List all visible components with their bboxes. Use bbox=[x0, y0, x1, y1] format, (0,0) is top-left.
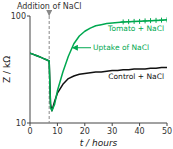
x-axis-line bbox=[30, 123, 167, 124]
x-tick bbox=[57, 123, 58, 126]
x-axis-label: t / hours bbox=[80, 138, 118, 148]
y-tick bbox=[27, 123, 30, 124]
annotation-arrow bbox=[72, 47, 91, 48]
x-tick bbox=[139, 123, 140, 126]
y-tick bbox=[27, 16, 30, 17]
x-tick bbox=[84, 123, 85, 126]
x-tick bbox=[112, 123, 113, 126]
plot-area bbox=[30, 16, 167, 123]
scatter-point bbox=[154, 18, 159, 23]
x-tick-label: 40 bbox=[135, 127, 145, 136]
y-tick-label: 10 bbox=[16, 119, 26, 128]
scatter-point bbox=[143, 18, 148, 23]
series-label: Tomato + NaCl bbox=[107, 24, 164, 33]
series-label: Control + NaCl bbox=[108, 72, 164, 81]
annotation: Uptake of NaCl bbox=[93, 43, 149, 52]
x-tick-label: 50 bbox=[162, 127, 172, 136]
chart: 0102030405010100t / hoursZ / kΩControl +… bbox=[0, 0, 173, 149]
x-tick bbox=[167, 123, 168, 126]
y-axis-label: Z / kΩ bbox=[2, 56, 12, 83]
scatter-point bbox=[159, 18, 164, 23]
axes: 0102030405010100 bbox=[11, 12, 172, 136]
scatter-point bbox=[165, 17, 168, 22]
x-tick-label: 30 bbox=[107, 127, 117, 136]
scatter-point bbox=[148, 18, 153, 23]
x-tick-label: 10 bbox=[52, 127, 62, 136]
title-arrow bbox=[49, 11, 50, 16]
series-line bbox=[30, 20, 167, 111]
x-tick-label: 0 bbox=[27, 127, 32, 136]
x-tick-label: 20 bbox=[80, 127, 90, 136]
y-tick-label: 100 bbox=[11, 12, 26, 21]
title: Addition of NaCl bbox=[17, 2, 82, 11]
y-axis-line bbox=[30, 16, 31, 123]
